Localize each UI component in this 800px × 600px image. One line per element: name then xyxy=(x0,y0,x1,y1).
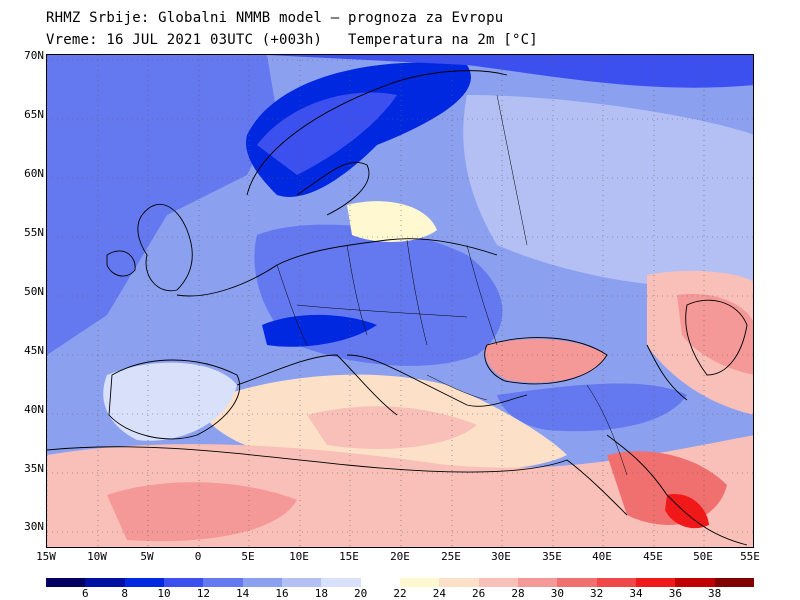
lon-label: 0 xyxy=(194,550,202,563)
lon-label: 10E xyxy=(289,550,309,563)
lon-label: 5E xyxy=(241,550,255,563)
colorbar-tick-label: 38 xyxy=(708,587,722,600)
baltic-warm xyxy=(347,201,437,242)
lon-label: 50E xyxy=(693,550,713,563)
colorbar-tick-label: 26 xyxy=(472,587,486,600)
lon-label: 15W xyxy=(36,550,56,563)
colorbar-tick-label: 14 xyxy=(236,587,250,600)
colorbar-tick-label: 22 xyxy=(393,587,407,600)
lat-label: 50N xyxy=(24,285,44,298)
lon-label: 55E xyxy=(740,550,760,563)
sahara-hot xyxy=(107,482,297,542)
temperature-colorbar xyxy=(46,578,754,587)
lon-label: 15E xyxy=(339,550,359,563)
lon-label: 40E xyxy=(592,550,612,563)
iraq-hotspot xyxy=(665,494,709,529)
alps-cold xyxy=(262,314,377,347)
colorbar-swatch xyxy=(596,578,636,587)
colorbar-tick-label: 18 xyxy=(314,587,328,600)
colorbar-tick-label: 30 xyxy=(550,587,564,600)
colorbar-swatch xyxy=(635,578,676,587)
colorbar-tick-label: 16 xyxy=(275,587,289,600)
colorbar-tick-label: 36 xyxy=(668,587,682,600)
map-grid xyxy=(47,55,753,547)
colorbar-swatch xyxy=(478,578,518,587)
lat-label: 45N xyxy=(24,344,44,357)
colorbar-swatch xyxy=(360,578,400,587)
russia-pale xyxy=(463,95,753,288)
lon-label: 5W xyxy=(140,550,154,563)
colorbar-tick-label: 32 xyxy=(590,587,604,600)
scandinavia-core xyxy=(257,92,397,175)
lon-label: 35E xyxy=(542,550,562,563)
central-med xyxy=(307,406,477,449)
colorbar-tick-label: 6 xyxy=(82,587,89,600)
colorbar-swatch xyxy=(517,578,558,587)
colorbar-swatch xyxy=(714,578,754,587)
iberia xyxy=(103,362,237,441)
colorbar-tick-label: 24 xyxy=(432,587,446,600)
lat-label: 70N xyxy=(24,49,44,62)
colorbar-swatch xyxy=(675,578,715,587)
lat-label: 40N xyxy=(24,403,44,416)
map-canvas xyxy=(47,55,753,547)
colorbar-tick-label: 10 xyxy=(157,587,171,600)
colorbar-swatch xyxy=(281,578,322,587)
colorbar-tick-label: 8 xyxy=(121,587,128,600)
variable-label: Temperatura na 2m [°C] xyxy=(348,32,538,48)
turkey-cool xyxy=(497,383,687,432)
colorbar-swatch xyxy=(124,578,164,587)
colorbar-swatch xyxy=(203,578,243,587)
colorbar-swatch xyxy=(321,578,361,587)
lat-label: 65N xyxy=(24,108,44,121)
colorbar-swatch xyxy=(557,578,597,587)
lat-label: 30N xyxy=(24,520,44,533)
atlantic-region xyxy=(47,55,277,355)
chart-title: RHMZ Srbije: Globalni NMMB model — progn… xyxy=(46,10,504,26)
colorbar-tick-label: 34 xyxy=(629,587,643,600)
coastlines xyxy=(47,70,748,546)
colorbar-swatch xyxy=(399,578,440,587)
arctic-band xyxy=(47,55,753,88)
lon-label: 45E xyxy=(643,550,663,563)
colorbar-tick-label: 12 xyxy=(196,587,210,600)
colorbar-swatch xyxy=(163,578,204,587)
lat-label: 35N xyxy=(24,462,44,475)
colorbar-swatch xyxy=(85,578,125,587)
colorbar-tick-label: 20 xyxy=(354,587,368,600)
lon-label: 25E xyxy=(441,550,461,563)
colorbar-swatch xyxy=(242,578,282,587)
colorbar-swatch xyxy=(46,578,86,587)
colorbar-swatch xyxy=(439,578,479,587)
borders xyxy=(276,94,628,476)
lat-label: 60N xyxy=(24,167,44,180)
lon-label: 20E xyxy=(390,550,410,563)
lon-label: 10W xyxy=(87,550,107,563)
forecast-time: Vreme: 16 JUL 2021 03UTC (+003h) xyxy=(46,32,323,48)
caspian-hot xyxy=(677,294,753,375)
lat-label: 55N xyxy=(24,226,44,239)
colorbar-tick-label: 28 xyxy=(511,587,525,600)
lon-label: 30E xyxy=(491,550,511,563)
temperature-map xyxy=(46,54,754,548)
black-sea xyxy=(485,339,607,383)
